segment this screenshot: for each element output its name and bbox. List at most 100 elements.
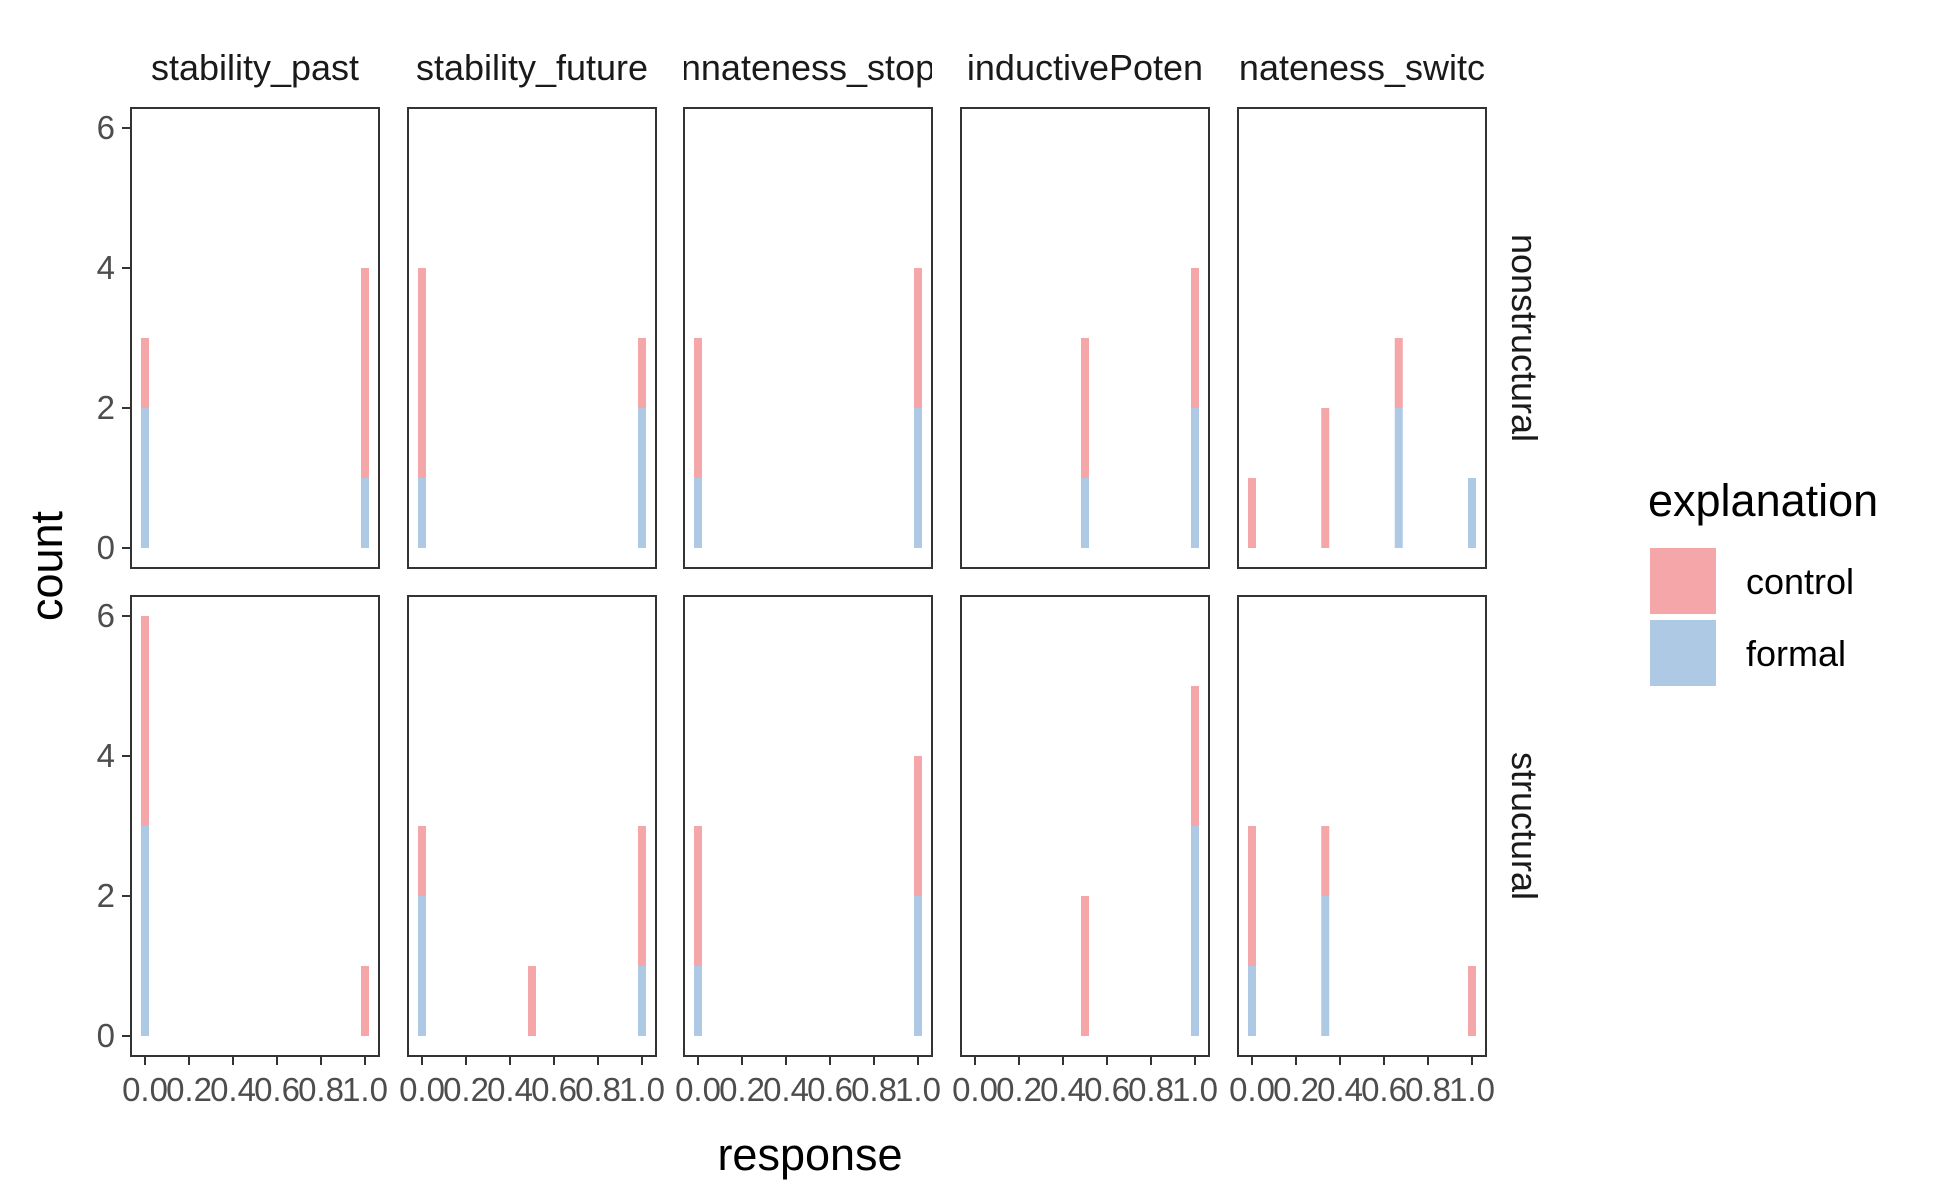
bar-control-nonstructural-stability_future-1 [638,338,646,408]
bar-control-nonstructural-inductivePoten-0 [1081,338,1089,478]
bar-formal-structural-nnateness_stop-1 [914,896,922,1036]
bar-formal-structural-nnateness_switch-1 [1321,896,1330,1036]
panel-frame-nonstructural-stability_future [407,107,657,569]
x-tick-label-1-4: 0.8 [575,1071,621,1108]
panel-frame-nonstructural-nnateness_switch [1237,107,1487,569]
legend-label-formal: formal [1746,633,1846,674]
bar-control-nonstructural-stability_future-0 [418,268,426,478]
x-tick-label-4-5: 1.0 [1449,1071,1495,1108]
x-tick-label-2-5: 1.0 [895,1071,941,1108]
bar-formal-nonstructural-stability_future-0 [418,478,426,548]
x-tick-label-3-0: 0.0 [952,1071,998,1108]
panel-frame-structural-stability_future [407,595,657,1057]
bar-control-structural-stability_future-0 [418,826,426,896]
x-tick-label-0-0: 0.0 [122,1071,168,1108]
x-axis-title: response [717,1129,902,1180]
y-tick-label-0-0: 0 [97,529,115,566]
bar-formal-nonstructural-inductivePoten-0 [1081,478,1089,548]
x-tick-label-0-5: 1.0 [342,1071,388,1108]
bar-formal-nonstructural-stability_past-0 [141,408,149,548]
y-tick-label-1-0: 0 [97,1017,115,1054]
panel-frame-nonstructural-nnateness_stop [683,107,933,569]
facet-row-label-0: nonstructural [1504,234,1545,442]
x-tick-label-3-3: 0.6 [1084,1071,1130,1108]
legend-key-control [1650,548,1716,614]
y-axis-title: count [21,510,72,621]
x-tick-label-3-5: 1.0 [1172,1071,1218,1108]
x-tick-label-1-3: 0.6 [531,1071,577,1108]
bar-formal-structural-inductivePoten-1 [1191,826,1199,1036]
bar-control-structural-nnateness_switch-1 [1321,826,1330,896]
x-tick-label-1-0: 0.0 [399,1071,445,1108]
bar-control-nonstructural-nnateness_switch-2 [1394,338,1403,408]
panel-frame-structural-stability_past [130,595,380,1057]
x-tick-label-2-4: 0.8 [851,1071,897,1108]
bar-control-structural-nnateness_stop-1 [914,756,922,896]
facet-col-label-4: nnateness_switch [1219,47,1505,88]
bar-control-structural-nnateness_switch-0 [1248,826,1256,966]
x-tick-label-0-4: 0.8 [298,1071,344,1108]
y-tick-label-1-1: 2 [97,877,115,914]
y-tick-label-1-3: 6 [97,597,115,634]
bar-formal-nonstructural-stability_past-1 [361,478,369,548]
x-tick-label-4-2: 0.4 [1317,1071,1363,1108]
bar-formal-structural-nnateness_stop-0 [694,966,702,1036]
x-tick-label-4-4: 0.8 [1405,1071,1451,1108]
legend-title: explanation [1648,475,1878,526]
x-tick-label-2-3: 0.6 [807,1071,853,1108]
bar-formal-structural-stability_future-2 [638,966,646,1036]
x-tick-label-2-2: 0.4 [763,1071,809,1108]
y-tick-label-1-2: 4 [97,737,115,774]
bar-control-nonstructural-nnateness_stop-1 [914,268,922,408]
x-tick-label-1-1: 0.2 [443,1071,489,1108]
y-tick-label-0-3: 6 [97,109,115,146]
facet-col-label-0: stability_past [151,47,359,88]
bar-control-nonstructural-stability_past-0 [141,338,149,408]
x-tick-label-4-0: 0.0 [1229,1071,1275,1108]
bar-formal-nonstructural-nnateness_stop-0 [694,478,702,548]
bar-formal-nonstructural-nnateness_switch-2 [1394,408,1403,548]
bar-formal-structural-stability_past-0 [141,826,149,1036]
legend-label-control: control [1746,561,1854,602]
panel-frame-structural-nnateness_switch [1237,595,1487,1057]
bar-control-structural-stability_future-1 [528,966,536,1036]
x-tick-label-2-0: 0.0 [675,1071,721,1108]
x-tick-label-3-2: 0.4 [1040,1071,1086,1108]
x-tick-label-4-1: 0.2 [1273,1071,1319,1108]
x-tick-label-0-2: 0.4 [210,1071,256,1108]
panel-frame-structural-nnateness_stop [683,595,933,1057]
legend-key-formal [1650,620,1716,686]
bar-control-structural-nnateness_stop-0 [694,826,702,966]
bar-control-nonstructural-nnateness_switch-1 [1321,408,1330,548]
x-tick-label-4-3: 0.6 [1361,1071,1407,1108]
bar-formal-structural-stability_future-0 [418,896,426,1036]
y-tick-label-0-2: 4 [97,249,115,286]
bar-control-structural-stability_past-1 [361,966,369,1036]
x-tick-label-1-5: 1.0 [619,1071,665,1108]
panel-frame-nonstructural-stability_past [130,107,380,569]
bar-control-structural-nnateness_switch-2 [1468,966,1476,1036]
bar-control-structural-stability_past-0 [141,616,149,826]
bar-control-structural-inductivePoten-1 [1191,686,1199,826]
x-tick-label-3-1: 0.2 [996,1071,1042,1108]
panel-frame-nonstructural-inductivePoten [960,107,1210,569]
bar-formal-nonstructural-nnateness_stop-1 [914,408,922,548]
bar-control-nonstructural-nnateness_switch-0 [1248,478,1256,548]
x-tick-label-0-3: 0.6 [254,1071,300,1108]
y-tick-label-0-1: 2 [97,389,115,426]
bar-control-structural-inductivePoten-0 [1081,896,1089,1036]
x-tick-label-2-1: 0.2 [719,1071,765,1108]
bar-formal-nonstructural-inductivePoten-1 [1191,408,1199,548]
facet-row-label-1: structural [1504,752,1545,900]
panel-frame-structural-inductivePoten [960,595,1210,1057]
bar-control-nonstructural-inductivePoten-1 [1191,268,1199,408]
bar-control-nonstructural-stability_past-1 [361,268,369,478]
x-tick-label-0-1: 0.2 [166,1071,212,1108]
facet-col-label-3: inductivePoten [967,47,1203,88]
bar-control-nonstructural-nnateness_stop-0 [694,338,702,478]
bar-formal-structural-nnateness_switch-0 [1248,966,1256,1036]
bar-control-structural-stability_future-2 [638,826,646,966]
x-tick-label-1-2: 0.4 [487,1071,533,1108]
